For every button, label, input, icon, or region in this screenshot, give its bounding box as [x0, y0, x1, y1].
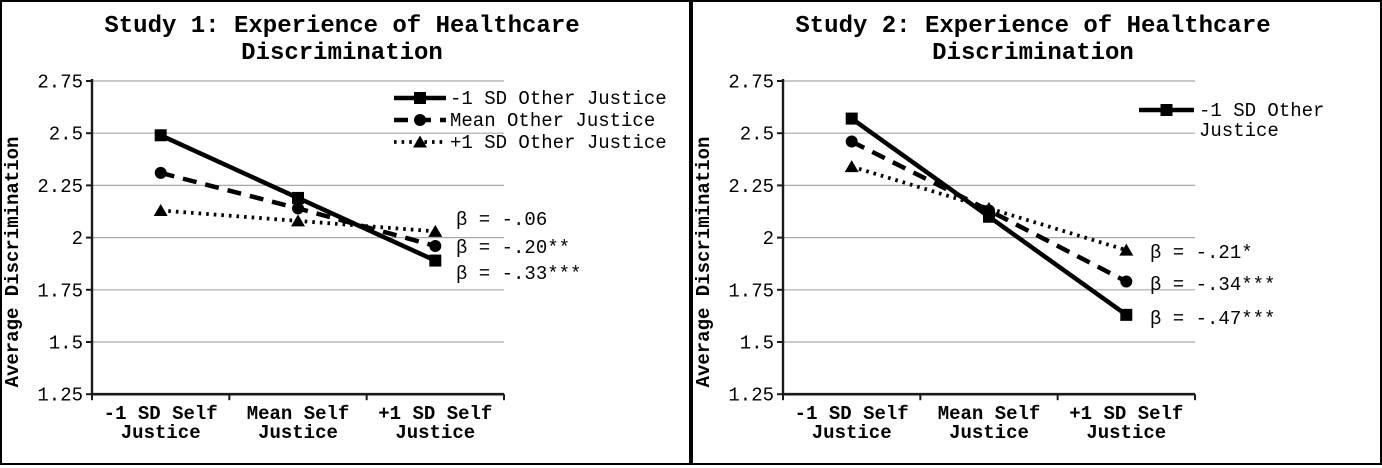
data-marker-square	[429, 254, 442, 267]
data-marker-circle	[292, 202, 304, 215]
y-tick-label: 2	[763, 228, 774, 250]
y-tick-label: 2.75	[37, 72, 83, 94]
data-marker-circle	[1120, 275, 1133, 288]
y-axis-title: Average Discrimination	[693, 137, 715, 388]
x-category-label: Justice	[258, 422, 338, 444]
x-category-label: -1 SD Self	[104, 403, 218, 425]
data-marker-circle	[429, 239, 442, 252]
chart-title: Study 1: Experience of Healthcare	[104, 13, 579, 40]
beta-annotation: β = -.47***	[1150, 308, 1275, 330]
y-tick-label: 1.5	[740, 333, 774, 355]
legend-label: Mean Other Justice	[450, 110, 655, 132]
data-marker-square	[292, 191, 304, 204]
y-tick-label: 1.25	[728, 385, 774, 407]
x-category-label: +1 SD Self	[1069, 403, 1183, 425]
data-marker-square	[1120, 308, 1133, 321]
beta-annotation: β = -.20**	[456, 237, 570, 259]
x-category-label: Mean Self	[938, 403, 1041, 425]
x-category-label: Mean Self	[247, 403, 350, 425]
series-line-dotted	[851, 164, 1127, 252]
data-marker-triangle	[153, 203, 168, 216]
chart-title: Discrimination	[241, 40, 443, 67]
chart-title: Discrimination	[932, 40, 1134, 67]
series-line-dashed	[850, 139, 1128, 284]
data-marker-circle	[414, 114, 426, 126]
data-marker-square	[845, 112, 858, 125]
data-marker-triangle	[982, 201, 996, 214]
y-tick-label: 2.5	[49, 124, 83, 146]
y-tick-label: 1.75	[37, 280, 83, 302]
x-category-label: Justice	[395, 422, 475, 444]
beta-annotation: β = -.33***	[456, 263, 581, 285]
data-marker-square	[154, 129, 167, 142]
data-marker-square	[1160, 104, 1173, 116]
legend-label: +1 SD Other Justice	[450, 132, 667, 154]
chart-title: Study 2: Experience of Healthcare	[795, 13, 1270, 40]
y-tick-label: 1.75	[728, 280, 774, 302]
x-category-label: Justice	[1086, 422, 1166, 444]
y-tick-label: 2.5	[740, 124, 774, 146]
data-marker-triangle	[1119, 243, 1134, 256]
x-category-label: -1 SD Self	[795, 403, 909, 425]
legend-label: Justice	[1199, 120, 1279, 142]
legend-label: -1 SD Other Justice	[450, 88, 667, 110]
data-marker-circle	[845, 135, 858, 148]
y-axis-title: Average Discrimination	[2, 137, 24, 388]
x-category-label: +1 SD Self	[378, 403, 492, 425]
x-category-label: Justice	[812, 422, 892, 444]
x-category-label: Justice	[949, 422, 1029, 444]
y-tick-label: 1.5	[49, 333, 83, 355]
study-1-chart-panel: 2.75 2.5 2.25 2 1.75 1.5 1.25 -1 SD Self Justice…	[0, 0, 691, 465]
data-marker-circle	[154, 166, 167, 179]
beta-annotation: β = -.21*	[1150, 242, 1253, 264]
y-tick-label: 2.75	[728, 72, 774, 94]
legend-label: -1 SD Other	[1199, 100, 1324, 122]
beta-annotation: β = -.34***	[1150, 274, 1275, 296]
data-marker-triangle	[428, 224, 443, 237]
data-marker-triangle	[844, 160, 859, 173]
data-marker-triangle	[413, 135, 427, 148]
y-tick-label: 1.25	[37, 385, 83, 407]
y-tick-label: 2.25	[37, 176, 83, 198]
beta-annotation: β = -.06	[456, 209, 547, 231]
y-tick-label: 2.25	[728, 176, 774, 198]
y-tick-label: 2	[72, 228, 83, 250]
x-category-label: Justice	[121, 422, 201, 444]
data-marker-triangle	[291, 214, 305, 227]
data-marker-square	[414, 92, 426, 104]
study-2-chart-panel: 2.75 2.5 2.25 2 1.75 1.5 1.25 -1 SD Self Justice…	[691, 0, 1382, 465]
